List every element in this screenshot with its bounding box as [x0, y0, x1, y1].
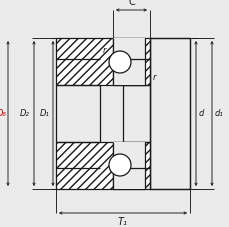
Bar	[56, 142, 144, 189]
Text: r: r	[152, 72, 156, 81]
Bar	[56, 85, 100, 142]
Text: C: C	[128, 0, 134, 7]
Text: D₈: D₈	[0, 109, 7, 118]
Text: d: d	[198, 109, 204, 118]
Text: r: r	[103, 46, 106, 55]
Bar	[112, 142, 149, 189]
Text: d₁: d₁	[214, 109, 223, 118]
Bar	[56, 142, 144, 189]
Bar	[112, 142, 144, 189]
Bar	[112, 38, 149, 85]
Circle shape	[109, 154, 131, 176]
Bar	[123, 85, 149, 142]
Circle shape	[109, 51, 131, 73]
Bar	[112, 142, 149, 189]
Text: D₂: D₂	[20, 109, 30, 118]
Bar	[56, 38, 144, 85]
Bar	[112, 38, 144, 85]
Bar	[112, 38, 149, 85]
Text: T₁: T₁	[117, 217, 127, 227]
Bar	[149, 38, 189, 189]
Text: D₁: D₁	[40, 109, 50, 118]
Bar	[56, 38, 144, 85]
